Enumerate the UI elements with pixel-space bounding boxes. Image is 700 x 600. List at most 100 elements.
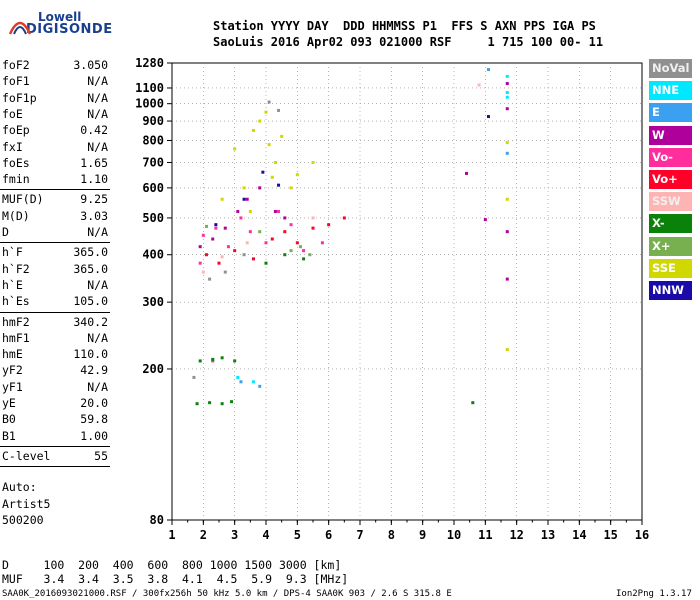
point-e <box>505 151 509 155</box>
point-w <box>245 197 249 201</box>
y-tick-label: 200 <box>142 362 164 376</box>
param-name: hmF2 <box>2 314 30 329</box>
point-e <box>258 384 262 388</box>
point-sse <box>280 134 284 138</box>
digisonde-logo-text: DIGISONDE <box>26 22 113 37</box>
point-vo <box>217 261 221 265</box>
param-row: M(D) 3.03 <box>2 209 108 225</box>
x-tick-label: 4 <box>262 528 269 542</box>
y-tick-label: 600 <box>142 181 164 195</box>
point-sse <box>264 110 268 114</box>
param-row: MUF(D) 9.25 <box>2 192 108 208</box>
point-x <box>230 400 234 404</box>
point-w <box>273 209 277 213</box>
param-row: foEs 1.65 <box>2 156 108 172</box>
point-x <box>258 230 262 234</box>
param-name: foEp <box>2 123 30 138</box>
point-vo <box>283 230 287 234</box>
legend-item-nnw: NNW <box>649 281 692 300</box>
param-value: 55 <box>94 448 108 463</box>
param-row: yF2 42.9 <box>2 363 108 379</box>
param-name: D <box>2 225 9 239</box>
point-x <box>211 357 215 361</box>
point-w <box>505 277 509 281</box>
lowell-logo-text: Lowell <box>38 10 82 24</box>
param-value: N/A <box>87 74 108 89</box>
param-value: 59.8 <box>80 412 108 427</box>
point-sse <box>505 141 509 145</box>
y-tick-label: 1000 <box>135 97 164 111</box>
param-value: 365.0 <box>73 245 108 260</box>
param-name: yF1 <box>2 379 23 394</box>
param-row: foE N/A <box>2 107 108 123</box>
y-tick-label: 1100 <box>135 81 164 95</box>
x-tick-label: 8 <box>388 528 395 542</box>
point-vo <box>270 237 274 241</box>
point-noval <box>208 277 212 281</box>
param-name: C-level <box>2 448 51 463</box>
legend-item-e: E <box>649 103 692 123</box>
point-w <box>505 230 509 234</box>
legend-item-x: X- <box>649 214 692 234</box>
param-value: N/A <box>87 106 108 121</box>
point-sse <box>311 160 315 164</box>
legend-item-ssw: SSW <box>649 192 692 212</box>
legend-item-w: W <box>649 125 692 145</box>
param-separator <box>0 445 110 447</box>
param-row: yF1 N/A <box>2 380 108 396</box>
param-name: B0 <box>2 412 16 427</box>
point-w <box>283 216 287 220</box>
param-value: 340.2 <box>73 314 108 329</box>
point-vo <box>302 249 306 253</box>
point-x <box>471 401 475 405</box>
x-tick-label: 10 <box>447 528 461 542</box>
point-vo <box>327 223 331 227</box>
point-w <box>223 226 227 230</box>
param-name: h`Es <box>2 294 30 309</box>
point-nnw <box>277 183 281 187</box>
param-row: foF1 N/A <box>2 74 108 90</box>
param-value: 0.42 <box>80 123 108 138</box>
point-vo <box>295 241 299 245</box>
y-tick-label: 900 <box>142 114 164 128</box>
distance-row: D 100 200 400 600 800 1000 1500 3000 [km… <box>2 558 342 572</box>
point-x <box>233 359 237 363</box>
y-tick-label: 500 <box>142 211 164 225</box>
point-x <box>208 401 212 405</box>
legend-item-noval: NoVal <box>649 59 692 78</box>
digisonde-logo-icon <box>8 21 32 35</box>
point-sse <box>270 175 274 179</box>
point-x <box>195 402 199 406</box>
param-row: hmF2 340.2 <box>2 315 108 331</box>
x-tick-label: 15 <box>603 528 617 542</box>
param-value: N/A <box>87 379 108 394</box>
y-tick-label: 80 <box>150 513 164 527</box>
legend-item-vo: Vo- <box>649 147 692 167</box>
point-vo <box>342 216 346 220</box>
param-row: fxI N/A <box>2 140 108 156</box>
param-row: h`F 365.0 <box>2 245 108 261</box>
point-w <box>258 186 262 190</box>
param-value: 20.0 <box>80 396 108 410</box>
x-tick-label: 3 <box>231 528 238 542</box>
x-tick-label: 14 <box>572 528 586 542</box>
point-sse <box>242 186 246 190</box>
x-tick-label: 5 <box>294 528 301 542</box>
point-vo <box>214 226 218 230</box>
file-info: SAA0K_2016093021000.RSF / 300fx256h 50 k… <box>2 589 452 599</box>
point-noval <box>192 375 196 379</box>
point-vo <box>211 359 215 363</box>
param-row: B1 1.00 <box>2 429 108 445</box>
point-ssw <box>245 241 249 245</box>
param-row: B0 59.8 <box>2 412 108 428</box>
point-sse <box>505 348 509 352</box>
x-tick-label: 16 <box>635 528 649 542</box>
point-vo <box>204 253 208 257</box>
param-value: N/A <box>87 330 108 345</box>
param-row: h`E N/A <box>2 278 108 294</box>
point-noval <box>242 253 246 257</box>
point-nne <box>505 91 509 95</box>
param-value: N/A <box>87 225 108 239</box>
point-x <box>264 261 268 265</box>
point-w <box>505 107 509 111</box>
